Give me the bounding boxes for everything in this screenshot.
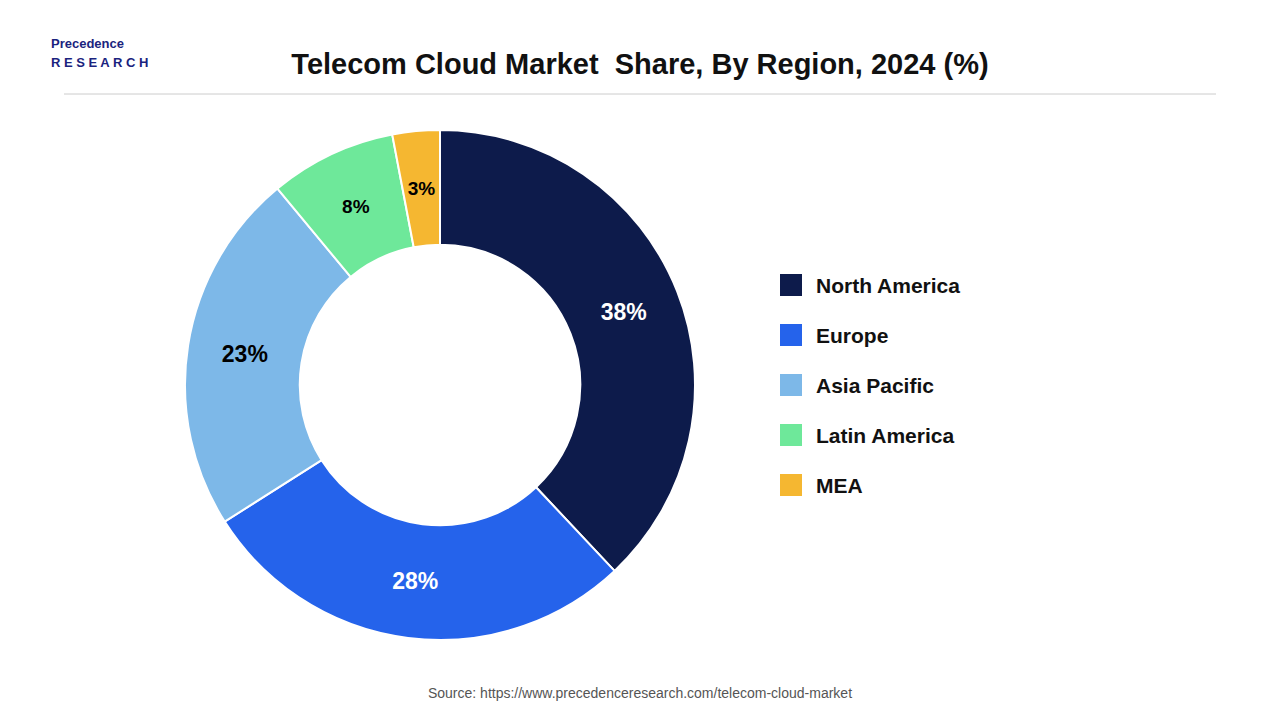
legend-item: North America <box>780 274 960 297</box>
legend-label: MEA <box>816 474 863 497</box>
chart-root: Telecom Cloud Market Share, By Region, 2… <box>0 0 1280 720</box>
legend-item: Latin America <box>780 424 954 447</box>
legend-item: Europe <box>780 324 888 347</box>
legend-swatch <box>780 324 802 346</box>
legend-swatch <box>780 424 802 446</box>
data-label: 3% <box>408 178 436 199</box>
slice <box>440 130 695 571</box>
data-label: 8% <box>342 196 370 217</box>
slice <box>225 460 615 640</box>
legend-item: Asia Pacific <box>780 374 934 397</box>
slice <box>277 135 413 277</box>
legend: North America Europe Asia Pacific Latin Ame… <box>780 274 960 497</box>
source-note: Source: https://www.precedenceresearch.c… <box>428 685 852 701</box>
donut <box>185 130 695 640</box>
legend-label: Europe <box>816 324 888 347</box>
legend-label: Asia Pacific <box>816 374 934 397</box>
data-label: 28% <box>392 568 438 594</box>
logo-text: R E S E A R C H <box>51 55 148 70</box>
legend-item: MEA <box>780 474 863 497</box>
legend-swatch <box>780 474 802 496</box>
data-label: 38% <box>601 299 647 325</box>
legend-swatch <box>780 274 802 296</box>
legend-label: Latin America <box>816 424 954 447</box>
title-rule <box>64 94 1216 95</box>
title: Telecom Cloud Market Share, By Region, 2… <box>291 48 988 80</box>
logo-text: Precedence <box>51 36 124 51</box>
legend-swatch <box>780 374 802 396</box>
legend-label: North America <box>816 274 960 297</box>
slice <box>392 130 440 247</box>
data-labels: 38% 28% 23% 8% 3% <box>222 178 647 594</box>
data-label: 23% <box>222 341 268 367</box>
